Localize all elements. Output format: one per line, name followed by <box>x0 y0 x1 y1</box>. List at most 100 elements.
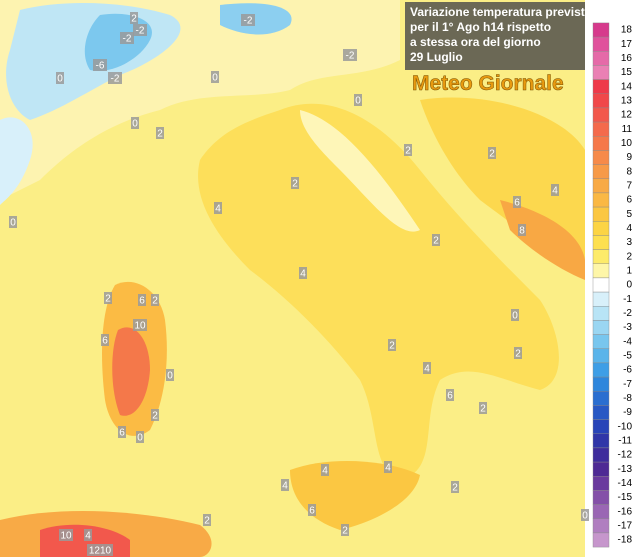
map-label: 2 <box>131 14 137 25</box>
map-label: 4 <box>85 531 91 542</box>
map-label: 10 <box>134 321 146 332</box>
map-label-box <box>56 72 64 84</box>
map-label: 0 <box>582 511 588 522</box>
map-label: 2 <box>152 296 158 307</box>
legend-label: -7 <box>623 379 632 390</box>
adriatic <box>300 110 420 232</box>
logo: Meteo Giornale <box>412 72 564 95</box>
map-label-box <box>203 514 211 526</box>
map-label: 4 <box>552 186 558 197</box>
map-label-box <box>108 72 122 84</box>
warm-area <box>500 200 585 280</box>
legend-swatch <box>592 93 610 109</box>
map-label: 8 <box>519 226 525 237</box>
legend-swatch <box>592 51 610 66</box>
map-label-box <box>241 14 255 26</box>
map-label-box <box>291 177 299 189</box>
map-label-box <box>354 94 362 106</box>
map-label-box <box>551 184 559 196</box>
legend-swatch <box>592 518 610 534</box>
cool-area <box>0 117 33 205</box>
legend-label: -13 <box>618 464 633 475</box>
legend-label: 16 <box>621 53 633 64</box>
legend-swatch <box>592 221 610 236</box>
map-label-box <box>404 144 412 156</box>
legend-swatch <box>592 249 610 264</box>
map-label: 6 <box>139 296 145 307</box>
legend-swatch <box>592 461 610 477</box>
legend-label: -15 <box>618 492 633 503</box>
legend-swatch <box>592 121 610 137</box>
map-label: 2 <box>452 483 458 494</box>
legend-swatch <box>592 419 610 434</box>
legend-label: -4 <box>623 336 632 347</box>
legend-swatch <box>592 447 610 463</box>
legend-label: 8 <box>626 166 632 177</box>
map-label-box <box>388 339 396 351</box>
map-label-box <box>321 464 329 476</box>
map-label-box <box>138 294 146 306</box>
legend-label: 0 <box>626 280 632 291</box>
map-label-box <box>133 24 147 36</box>
legend-swatch <box>592 405 610 420</box>
legend-swatch <box>592 490 610 505</box>
map-label-box <box>133 319 147 331</box>
legend-label: -14 <box>618 478 633 489</box>
legend-swatch <box>592 376 610 392</box>
legend-label: 3 <box>626 237 632 248</box>
legend-label: 4 <box>626 223 632 234</box>
map-label-box <box>299 267 307 279</box>
map-label-box <box>423 362 431 374</box>
map-label-box <box>446 389 454 401</box>
legend-label: -10 <box>618 421 633 432</box>
legend-label: -9 <box>623 407 632 418</box>
cold-area <box>220 3 292 35</box>
legend-swatch <box>592 277 610 293</box>
legend-swatch <box>592 206 610 222</box>
legend-label: -5 <box>623 350 632 361</box>
map-label-box <box>479 402 487 414</box>
map-label-box <box>93 59 107 71</box>
map-label: 4 <box>300 269 306 280</box>
map-label-box <box>211 71 219 83</box>
map-label: 4 <box>282 481 288 492</box>
map-label: -2 <box>136 26 145 37</box>
sicily <box>290 460 420 530</box>
map-label: 6 <box>102 336 108 347</box>
map-label: 0 <box>355 96 361 107</box>
map-label: 0 <box>10 218 16 229</box>
title-line: Variazione temperatura prevista <box>410 5 592 19</box>
map-label-box <box>131 117 139 129</box>
legend-swatch <box>592 22 610 38</box>
map-label-box <box>166 369 174 381</box>
legend-label: 14 <box>621 81 633 92</box>
map-label-box <box>156 127 164 139</box>
legend-label: 13 <box>621 95 633 106</box>
map-label: 2 <box>292 179 298 190</box>
legend-label: 12 <box>621 110 633 121</box>
map-label-box <box>87 544 113 556</box>
map-label-box <box>59 529 73 541</box>
map-label-box <box>514 347 522 359</box>
map-label-box <box>281 479 289 491</box>
legend-swatch <box>592 532 610 548</box>
legend-swatch <box>592 178 610 194</box>
legend-label: -18 <box>618 535 633 546</box>
map-label: 0 <box>212 73 218 84</box>
map-label: 6 <box>309 506 315 517</box>
map-label: 0 <box>132 119 138 130</box>
map-label: 2 <box>157 129 163 140</box>
map-label-box <box>9 216 17 228</box>
map-label-box <box>118 426 126 438</box>
map-label: 2 <box>480 404 486 415</box>
map-label: 2 <box>152 411 158 422</box>
map-label: 4 <box>322 466 328 477</box>
peninsula <box>198 103 559 480</box>
map-label: -2 <box>244 16 253 27</box>
map-label-box <box>511 309 519 321</box>
map-label-box <box>432 234 440 246</box>
legend-swatch <box>592 391 610 406</box>
legend-label: 5 <box>626 209 632 220</box>
legend-label: 1 <box>626 265 632 276</box>
